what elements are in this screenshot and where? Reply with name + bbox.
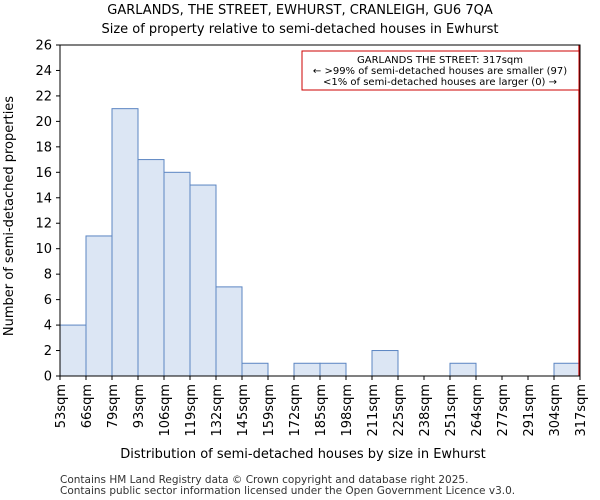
x-tick-label: 185sqm [314, 384, 329, 437]
annotation-line2: ← >99% of semi-detached houses are small… [313, 66, 567, 77]
x-tick-label: 238sqm [418, 384, 433, 437]
x-tick-label: 317sqm [574, 384, 589, 437]
y-axis-label: Number of semi-detached properties [2, 96, 17, 336]
bar-304sqm [553, 362, 581, 377]
bar-185sqm [319, 362, 347, 377]
x-tick-label: 251sqm [444, 384, 459, 437]
bar-132sqm [215, 286, 243, 377]
chart-title-line1: GARLANDS, THE STREET, EWHURST, CRANLEIGH… [107, 3, 493, 18]
y-tick-label: 14 [35, 191, 52, 206]
y-tick-label: 2 [44, 344, 52, 359]
chart-title-line2: Size of property relative to semi-detach… [101, 22, 498, 37]
x-tick-label: 132sqm [210, 384, 225, 437]
y-tick-label: 12 [35, 217, 52, 232]
x-tick-label: 225sqm [392, 384, 407, 437]
plot-area-frame [59, 44, 581, 377]
x-tick-label: 198sqm [340, 384, 355, 437]
bar-53sqm [59, 324, 87, 377]
y-tick-label: 26 [35, 39, 52, 54]
annotation-box: GARLANDS THE STREET: 317sqm ← >99% of se… [301, 50, 580, 91]
x-tick-label: 264sqm [470, 384, 485, 437]
x-axis-label: Distribution of semi-detached houses by … [120, 447, 486, 462]
y-tick-label: 16 [35, 166, 52, 181]
annotation-line3: <1% of semi-detached houses are larger (… [323, 77, 557, 88]
bar-93sqm [137, 159, 165, 377]
y-tick-label: 10 [35, 242, 52, 257]
bar-66sqm [85, 235, 113, 377]
x-tick-label: 304sqm [548, 384, 563, 437]
y-tick-label: 6 [44, 293, 52, 308]
footer-credit-line2: Contains public sector information licen… [60, 485, 515, 497]
y-tick-label: 4 [44, 319, 52, 334]
annotation-frame [301, 50, 580, 91]
y-tick-label: 24 [35, 64, 52, 79]
y-tick-label: 18 [35, 140, 52, 155]
bar-79sqm [111, 108, 139, 377]
bar-251sqm [449, 362, 477, 377]
x-tick-label: 211sqm [366, 384, 381, 437]
x-tick-label: 79sqm [106, 384, 121, 428]
x-tick-label: 145sqm [236, 384, 251, 437]
x-tick-label: 53sqm [54, 384, 69, 428]
y-tick-label: 20 [35, 115, 52, 130]
y-tick-label: 8 [44, 268, 52, 283]
y-tick-label: 22 [35, 89, 52, 104]
x-tick-label: 119sqm [184, 384, 199, 437]
x-tick-label: 172sqm [288, 384, 303, 437]
bar-119sqm [189, 184, 217, 377]
bar-106sqm [163, 171, 191, 377]
x-tick-label: 291sqm [522, 384, 537, 437]
annotation-line1: GARLANDS THE STREET: 317sqm [357, 55, 523, 66]
x-tick-label: 106sqm [158, 384, 173, 437]
footer-credit-line1: Contains HM Land Registry data © Crown c… [60, 474, 468, 486]
x-tick-label: 66sqm [80, 384, 95, 428]
bar-211sqm [371, 350, 399, 377]
x-tick-label: 93sqm [132, 384, 147, 428]
bar-172sqm [293, 362, 321, 377]
y-tick-label: 0 [44, 370, 52, 385]
bar-145sqm [241, 362, 269, 377]
x-tick-label: 277sqm [496, 384, 511, 437]
x-tick-label: 159sqm [262, 384, 277, 437]
